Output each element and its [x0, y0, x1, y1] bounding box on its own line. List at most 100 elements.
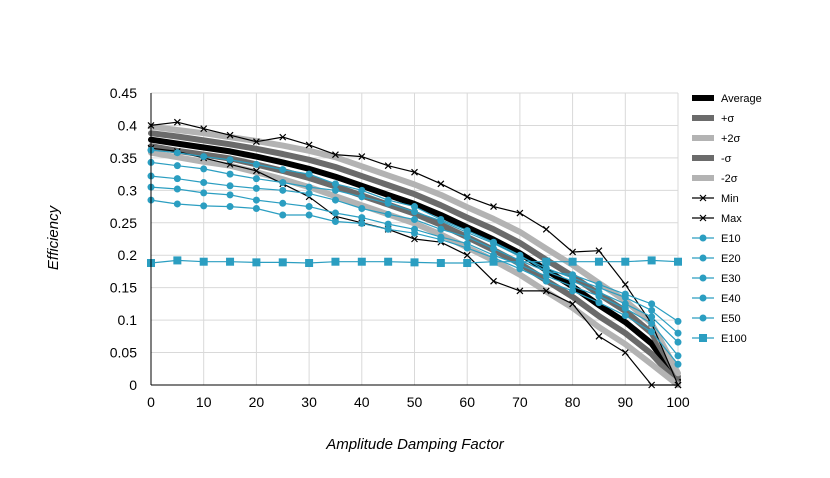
- series-line: [148, 149, 681, 388]
- data-point: [411, 208, 418, 216]
- data-point: [331, 209, 339, 217]
- data-point: [200, 153, 208, 161]
- data-point: [542, 225, 550, 233]
- data-point: [384, 199, 392, 207]
- legend-label: +2σ: [721, 133, 741, 145]
- data-point: [542, 277, 550, 285]
- legend-item: -2σ: [692, 173, 738, 185]
- legend-item: E50: [692, 313, 741, 325]
- legend-item: E20: [692, 253, 741, 265]
- data-point: [595, 292, 603, 300]
- data-point: [674, 360, 682, 368]
- data-point: [200, 125, 208, 133]
- x-tick-label: 30: [301, 394, 317, 410]
- legend-marker: [699, 334, 707, 342]
- data-point: [674, 338, 682, 346]
- data-point: [411, 168, 418, 176]
- data-point: [411, 235, 418, 243]
- y-tick-label: 0.2: [118, 247, 138, 263]
- x-tick-label: 60: [459, 394, 475, 410]
- data-point: [173, 118, 181, 126]
- legend-marker: [699, 234, 707, 242]
- legend-label: +σ: [721, 113, 734, 125]
- data-point: [674, 329, 682, 337]
- legend-item: E10: [692, 233, 741, 245]
- data-point: [621, 304, 629, 312]
- data-point: [279, 211, 287, 219]
- data-point: [437, 217, 445, 225]
- data-point: [463, 251, 471, 259]
- legend-label: E20: [721, 253, 741, 265]
- data-point: [252, 160, 260, 168]
- series-minus-2sigma: [148, 149, 681, 388]
- y-tick-label: 0.3: [118, 182, 138, 198]
- legend: Average +σ +2σ -σ -2σ Min Max E10 E20 E30 E40 E50 E1…: [692, 93, 762, 345]
- data-point: [173, 149, 181, 157]
- data-point: [332, 151, 339, 159]
- data-point: [463, 244, 471, 252]
- data-point: [516, 209, 524, 217]
- data-point: [411, 229, 418, 237]
- data-point: [199, 257, 208, 266]
- data-point: [252, 205, 260, 213]
- legend-item: Average: [692, 93, 762, 105]
- data-point: [648, 300, 656, 308]
- legend-item: E100: [692, 333, 747, 345]
- data-point: [331, 186, 339, 194]
- legend-label: E10: [721, 233, 741, 245]
- data-point: [279, 199, 287, 207]
- y-tick-label: 0.05: [110, 345, 137, 361]
- data-point: [437, 225, 445, 233]
- data-point: [437, 236, 445, 244]
- legend-item: E30: [692, 273, 741, 285]
- data-point: [542, 287, 550, 295]
- data-point: [226, 182, 234, 190]
- legend-label: -2σ: [721, 173, 738, 185]
- x-tick-label: 0: [147, 394, 155, 410]
- data-point: [436, 259, 445, 268]
- data-point: [331, 180, 339, 188]
- data-point: [437, 180, 445, 188]
- data-point: [252, 184, 260, 192]
- data-point: [569, 287, 577, 295]
- y-tick-label: 0.15: [110, 280, 137, 296]
- x-tick-label: 80: [565, 394, 581, 410]
- data-point: [358, 205, 366, 213]
- data-point: [173, 162, 181, 170]
- x-tick-label: 100: [666, 394, 690, 410]
- data-point: [569, 248, 577, 256]
- y-tick-labels: 0 0.05 0.1 0.15 0.2 0.25 0.3 0.35 0.4 0.45: [110, 85, 137, 393]
- data-point: [569, 277, 577, 285]
- data-point: [621, 349, 629, 356]
- y-tick-label: 0.1: [118, 312, 138, 328]
- data-point: [621, 280, 629, 288]
- x-tick-label: 10: [196, 394, 212, 410]
- data-point: [331, 196, 339, 204]
- data-point: [648, 306, 656, 314]
- legend-label: -σ: [721, 153, 732, 165]
- y-tick-label: 0: [129, 377, 137, 393]
- data-point: [542, 257, 551, 266]
- data-point: [200, 179, 208, 187]
- data-point: [279, 166, 287, 174]
- legend-item: +σ: [692, 113, 734, 125]
- data-point: [568, 257, 577, 266]
- y-tick-label: 0.35: [110, 150, 137, 166]
- data-point: [621, 257, 630, 266]
- data-point: [463, 259, 472, 268]
- data-point: [384, 225, 392, 233]
- data-point: [490, 240, 498, 248]
- data-point: [516, 287, 524, 295]
- legend-label: E40: [721, 293, 741, 305]
- series-e20: [147, 158, 682, 337]
- data-point: [358, 219, 366, 227]
- data-point: [648, 319, 656, 327]
- legend-item: Min: [692, 193, 739, 205]
- data-point: [252, 167, 260, 175]
- legend-item: E40: [692, 293, 741, 305]
- data-point: [621, 293, 629, 301]
- legend-label: Min: [721, 193, 739, 205]
- data-point: [594, 257, 603, 266]
- data-point: [569, 300, 577, 308]
- data-point: [173, 185, 181, 193]
